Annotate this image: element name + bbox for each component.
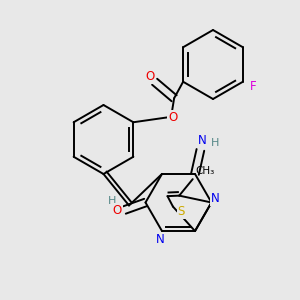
Text: S: S [178,206,185,218]
Text: H: H [108,196,117,206]
Text: O: O [146,70,155,83]
Text: N: N [211,192,220,206]
Text: H: H [211,138,219,148]
Text: N: N [156,233,165,246]
Text: F: F [250,80,257,93]
Text: N: N [197,134,206,147]
Text: O: O [112,204,122,217]
Text: CH₃: CH₃ [196,166,215,176]
Text: O: O [168,111,177,124]
